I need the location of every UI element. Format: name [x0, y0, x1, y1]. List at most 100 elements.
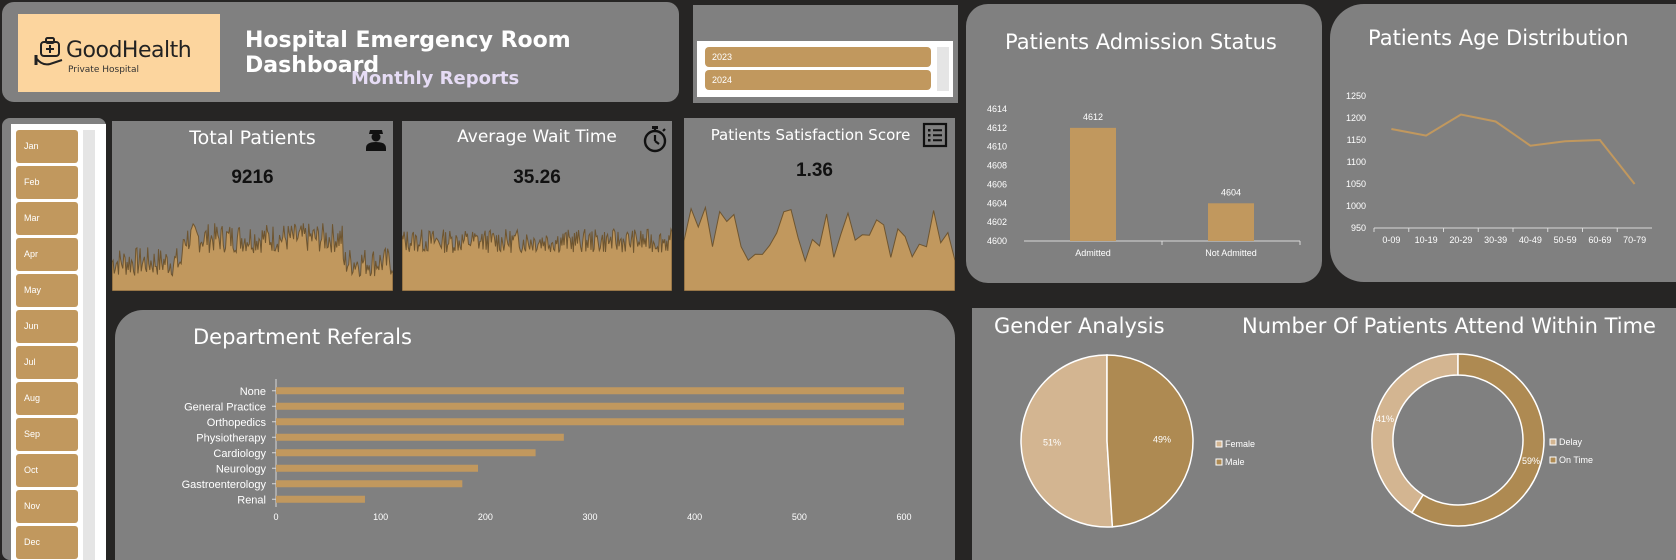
data-label: 4612	[1083, 112, 1103, 122]
x-tick-label: 40-49	[1519, 235, 1542, 245]
y-tick-label: 1250	[1346, 91, 1366, 101]
month-slicer-list: Jan Feb Mar Apr May Jun Jul Aug Sep Oct …	[11, 124, 106, 560]
department-referrals-title: Department Referals	[193, 325, 412, 349]
y-tick-label: Gastroenterology	[182, 479, 267, 491]
y-tick-label: 1000	[1346, 201, 1366, 211]
month-button-mar[interactable]: Mar	[16, 202, 78, 235]
x-tick-label: 200	[478, 512, 493, 522]
y-tick-label: 4606	[987, 179, 1007, 189]
x-tick-label: Admitted	[1075, 248, 1111, 258]
kpi-satisfaction-score-value: 1.36	[796, 160, 833, 181]
y-tick-label: 950	[1351, 223, 1366, 233]
legend-label: Male	[1225, 457, 1245, 467]
kpi-satisfaction-score-title: Patients Satisfaction Score	[710, 126, 911, 144]
y-tick-label: 1200	[1346, 113, 1366, 123]
slice-label: 51%	[1043, 438, 1061, 448]
x-tick-label: 300	[582, 512, 597, 522]
pie-slice	[1410, 353, 1545, 527]
legend-swatch	[1215, 458, 1223, 466]
admission-status-chart: 4600 4602 4604 4606 4608 4610 4612 4614 4612 Admi…	[987, 104, 1301, 258]
sparkline-area	[402, 227, 672, 291]
month-button-oct[interactable]: Oct	[16, 454, 78, 487]
kpi-total-patients: Total Patients 9216	[112, 121, 393, 291]
month-button-feb[interactable]: Feb	[16, 166, 78, 199]
month-slicer: Jan Feb Mar Apr May Jun Jul Aug Sep Oct …	[2, 118, 106, 560]
logo-name: GoodHealth	[66, 38, 192, 63]
attend-within-time-title: Number Of Patients Attend Within Time	[1242, 314, 1656, 338]
legend-swatch	[1549, 438, 1557, 446]
month-button-sep[interactable]: Sep	[16, 418, 78, 451]
legend-swatch	[1549, 456, 1557, 464]
y-tick-label: Cardiology	[213, 448, 266, 460]
series-line	[1391, 113, 1636, 185]
department-referrals-panel: Department Referals None General Practice…	[115, 310, 955, 560]
y-tick-label: Renal	[237, 494, 266, 506]
bar	[276, 495, 365, 503]
y-tick-label: 4602	[987, 217, 1007, 227]
slice-label: 41%	[1376, 414, 1394, 424]
admission-status-panel: Patients Admission Status 4600 4602 4604 46…	[966, 4, 1322, 283]
x-tick-label: 30-39	[1484, 235, 1507, 245]
x-tick-label: 70-79	[1623, 235, 1646, 245]
month-button-may[interactable]: May	[16, 274, 78, 307]
kpi-total-patients-value: 9216	[231, 167, 274, 188]
pie-slice	[1020, 354, 1114, 528]
age-distribution-title: Patients Age Distribution	[1368, 26, 1629, 50]
y-tick-label: Physiotherapy	[196, 432, 266, 444]
stopwatch-icon	[643, 126, 667, 153]
y-tick-label: Neurology	[216, 463, 267, 475]
y-tick-label: 4604	[987, 198, 1007, 208]
bar	[276, 387, 904, 395]
gender-analysis-chart: 51% 49% Female Male 41% 59% Delay On Time	[1020, 353, 1593, 528]
sparkline-area	[684, 205, 955, 291]
month-button-jul[interactable]: Jul	[16, 346, 78, 379]
year-button-2024[interactable]: 2024	[705, 70, 931, 90]
x-tick-label: 50-59	[1554, 235, 1577, 245]
x-tick-label: 100	[373, 512, 388, 522]
month-slicer-scrollbar[interactable]	[83, 130, 95, 560]
bar	[276, 449, 536, 457]
x-tick-label: Not Admitted	[1205, 248, 1257, 258]
y-tick-label: Orthopedics	[207, 417, 267, 429]
month-button-dec[interactable]: Dec	[16, 526, 78, 559]
month-button-jan[interactable]: Jan	[16, 130, 78, 163]
satisfaction-sparkline	[684, 205, 955, 291]
y-tick-label: 4610	[987, 142, 1007, 152]
bar	[276, 480, 463, 488]
legend-label: On Time	[1559, 455, 1593, 465]
department-referrals-chart: None General Practice Orthopedics Physiothe…	[182, 379, 912, 522]
bar	[1208, 203, 1254, 241]
hospital-logo-icon	[34, 37, 63, 66]
logo: GoodHealth Private Hospital	[18, 14, 220, 92]
kpi-average-wait-time-value: 35.26	[513, 167, 561, 188]
y-tick-label: None	[240, 386, 266, 398]
month-button-nov[interactable]: Nov	[16, 490, 78, 523]
y-tick-label: 4612	[987, 123, 1007, 133]
x-tick-label: 0-09	[1382, 235, 1400, 245]
wait-time-sparkline	[402, 227, 672, 291]
y-tick-label: 1100	[1347, 157, 1366, 167]
year-button-2023[interactable]: 2023	[705, 47, 931, 67]
kpi-total-patients-title: Total Patients	[189, 127, 316, 149]
y-tick-label: General Practice	[184, 401, 266, 413]
person-icon	[366, 130, 386, 151]
x-tick-label: 60-69	[1588, 235, 1611, 245]
slice-label: 59%	[1522, 456, 1540, 466]
legend-label: Delay	[1559, 437, 1583, 447]
month-button-aug[interactable]: Aug	[16, 382, 78, 415]
month-button-jun[interactable]: Jun	[16, 310, 78, 343]
kpi-average-wait-time-title: Average Wait Time	[457, 127, 617, 147]
x-tick-label: 600	[896, 512, 911, 522]
checklist-icon	[922, 122, 948, 148]
bar	[276, 464, 479, 472]
x-tick-label: 500	[792, 512, 807, 522]
month-button-apr[interactable]: Apr	[16, 238, 78, 271]
admission-status-title: Patients Admission Status	[1005, 30, 1277, 54]
year-slicer-scrollbar[interactable]	[937, 47, 949, 91]
kpi-satisfaction-score: Patients Satisfaction Score 1.36	[684, 118, 955, 291]
kpi-average-wait-time: Average Wait Time 35.26	[402, 121, 672, 291]
y-tick-label: 1150	[1347, 135, 1366, 145]
y-tick-label: 1050	[1346, 179, 1366, 189]
bar	[276, 418, 904, 426]
age-distribution-panel: Patients Age Distribution 950 1000 1050 110…	[1330, 4, 1676, 282]
